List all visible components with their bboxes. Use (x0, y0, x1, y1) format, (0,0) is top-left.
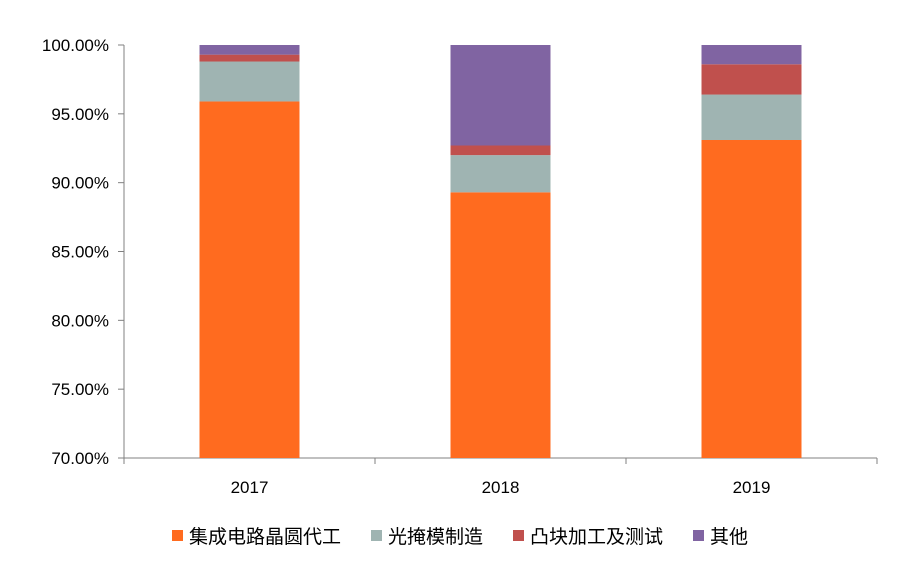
bar-segment (701, 94, 802, 140)
y-axis: 70.00% 75.00% 80.00% 85.00% 90.00% 95.00% 100.… (42, 36, 125, 468)
legend-item-photomask: 光掩模制造 (370, 522, 483, 549)
legend-item-other: 其他 (693, 522, 748, 549)
y-tick-label: 75.00% (51, 380, 109, 399)
y-tick-label: 80.00% (51, 311, 109, 330)
bar-segment (701, 45, 802, 65)
bar-segment (199, 45, 300, 55)
bar-segment (701, 139, 802, 459)
legend: 集成电路晶圆代工 光掩模制造 凸块加工及测试 其他 (0, 522, 920, 549)
legend-swatch-bumping-testing (513, 530, 524, 541)
legend-label-bumping-testing: 凸块加工及测试 (530, 526, 664, 548)
bar-segment (199, 61, 300, 102)
legend-swatch-foundry (171, 530, 183, 541)
y-tick-label: 90.00% (51, 174, 109, 193)
legend-label-photomask: 光掩模制造 (387, 526, 483, 548)
y-tick-label: 100.00% (42, 36, 109, 55)
legend-item-foundry: 集成电路晶圆代工 (171, 522, 341, 549)
bar-segment (199, 54, 300, 62)
bar-segment (450, 145, 551, 156)
bar-segment (199, 101, 300, 459)
bars (199, 45, 802, 459)
x-tick-label: 2017 (231, 478, 269, 497)
legend-label-other: 其他 (710, 526, 749, 548)
y-tick-label: 85.00% (51, 243, 109, 262)
bar-segment (450, 192, 551, 458)
x-tick-label: 2018 (482, 478, 520, 497)
y-tick-label: 70.00% (51, 449, 109, 468)
stacked-bar-chart: 70.00% 75.00% 80.00% 85.00% 90.00% 95.00% 100.… (42, 36, 878, 497)
bar-segment (450, 45, 551, 146)
y-tick-label: 95.00% (51, 105, 109, 124)
bar-segment (450, 155, 551, 193)
legend-label-foundry: 集成电路晶圆代工 (188, 526, 341, 548)
x-axis: 2017 2018 2019 (123, 457, 878, 497)
legend-swatch-other (693, 530, 705, 541)
bar-segment (701, 64, 802, 95)
legend-swatch-photomask (370, 530, 382, 541)
x-tick-label: 2019 (733, 478, 771, 497)
legend-item-bumping-testing: 凸块加工及测试 (513, 522, 663, 549)
